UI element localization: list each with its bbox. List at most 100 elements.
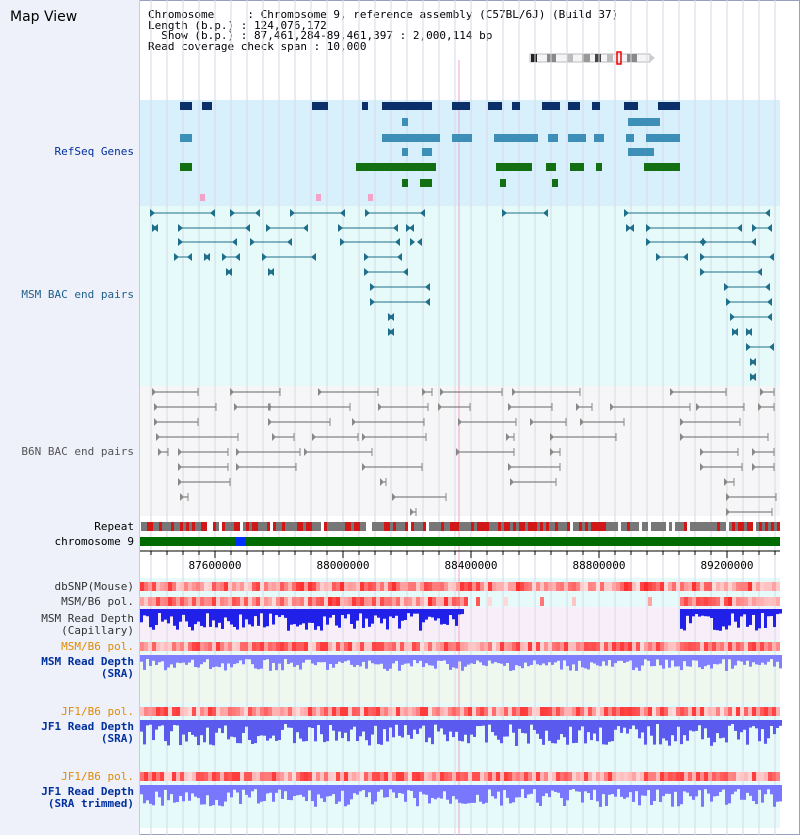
read-depth-bar [563, 785, 566, 807]
polymorphism-cell [372, 582, 376, 591]
track-label-jf1-depth[interactable]: JF1 Read Depth (SRA) [41, 721, 134, 745]
polymorphism-cell [676, 772, 680, 781]
polymorphism-cell [520, 707, 524, 716]
read-depth-bar [422, 720, 425, 726]
polymorphism-cell [376, 582, 380, 591]
bac-end-marker [696, 403, 700, 411]
read-depth-bar [602, 655, 605, 662]
polymorphism-cell [276, 642, 280, 651]
polymorphism-cell [564, 582, 568, 591]
chromosome-bar[interactable] [140, 537, 780, 558]
repeat-block [450, 522, 453, 531]
polymorphism-cell [228, 772, 232, 781]
track-label-msm-pol[interactable]: MSM/B6 pol. [61, 595, 134, 608]
b6n-bac-track[interactable] [152, 388, 777, 516]
read-depth-tracks[interactable] [140, 609, 782, 807]
read-depth-bar [329, 609, 332, 618]
track-label-chromosome[interactable]: chromosome 9 [54, 535, 134, 548]
read-depth-bar [308, 720, 311, 728]
polymorphism-cell [440, 707, 444, 716]
polymorphism-cell [712, 597, 716, 606]
read-depth-bar [737, 720, 740, 740]
repeat-block [402, 522, 405, 531]
polymorphism-cell [528, 772, 532, 781]
read-depth-bar [512, 785, 515, 803]
polymorphism-cell [580, 642, 584, 651]
read-depth-bar [368, 785, 371, 793]
read-depth-bar [164, 785, 167, 790]
polymorphism-cell [160, 597, 164, 606]
read-depth-bar [545, 720, 548, 731]
track-label-repeat[interactable]: Repeat [94, 520, 134, 533]
read-depth-bar [734, 785, 737, 792]
polymorphism-cell [320, 582, 324, 591]
polymorphism-cell [308, 582, 312, 591]
repeat-block [294, 522, 297, 531]
polymorphism-cell [692, 707, 696, 716]
polymorphism-cell [188, 707, 192, 716]
read-depth-bar [281, 609, 284, 616]
polymorphism-cell [184, 642, 188, 651]
track-label-msm-depth-cap[interactable]: MSM Read Depth (Capillary) [41, 613, 134, 637]
read-depth-bar [188, 655, 191, 663]
polymorphism-cell [544, 582, 548, 591]
polymorphism-cell [584, 642, 588, 651]
refseq-track[interactable] [180, 102, 680, 201]
read-depth-bar [530, 655, 533, 665]
read-depth-bar [290, 609, 293, 625]
polymorphism-cell [196, 642, 200, 651]
track-label-refseq[interactable]: RefSeq Genes [54, 145, 134, 158]
repeat-track[interactable] [141, 522, 780, 531]
polymorphism-cell [368, 582, 372, 591]
track-label-dbsnp[interactable]: dbSNP(Mouse) [54, 580, 134, 593]
read-depth-bar [605, 785, 608, 807]
polymorphism-cell [292, 642, 296, 651]
bac-end-marker [624, 209, 629, 217]
polymorphism-cell [656, 707, 660, 716]
polymorphism-cell [468, 707, 472, 716]
gene-feature [512, 102, 520, 110]
bac-end-marker [724, 283, 729, 291]
read-depth-bar [626, 785, 629, 798]
chromosome-ideogram[interactable] [527, 51, 657, 65]
track-label-msm-bac[interactable]: MSM BAC end pairs [21, 288, 134, 301]
bac-end-marker [746, 343, 751, 351]
polymorphism-cell [412, 642, 416, 651]
polymorphism-cell [336, 707, 340, 716]
polymorphism-cell [428, 582, 432, 591]
read-depth-bar [683, 720, 686, 736]
track-label-jf1-pol2[interactable]: JF1/B6 pol. [61, 770, 134, 783]
polymorphism-cell [296, 642, 300, 651]
repeat-block [750, 522, 753, 531]
track-label-msm-depth-sra[interactable]: MSM Read Depth (SRA) [41, 656, 134, 680]
polymorphism-cell [676, 582, 680, 591]
track-label-msm-pol2[interactable]: MSM/B6 pol. [61, 640, 134, 653]
bac-end-marker [440, 388, 444, 396]
track-label-jf1-trim[interactable]: JF1 Read Depth (SRA trimmed) [41, 786, 134, 810]
track-label-jf1-pol[interactable]: JF1/B6 pol. [61, 705, 134, 718]
read-depth-bar [485, 720, 488, 743]
msm-bac-track[interactable] [150, 209, 774, 381]
polymorphism-heatmaps[interactable] [140, 582, 780, 781]
polymorphism-cell [164, 597, 168, 606]
repeat-block [237, 522, 240, 531]
read-depth-bar [362, 720, 365, 732]
read-depth-bar [656, 785, 659, 790]
read-depth-bar [458, 609, 461, 615]
read-depth-bar [770, 785, 773, 795]
repeat-block [714, 522, 717, 531]
genome-plot[interactable]: 87600000 88000000 88400000 88800000 8920… [140, 0, 782, 835]
read-depth-bar [197, 785, 200, 799]
track-label-jf1-depth-line2: (SRA) [100, 732, 134, 745]
read-depth-bar [242, 785, 245, 790]
read-depth-bar [191, 785, 194, 794]
read-depth-bar [326, 655, 329, 670]
polymorphism-cell [740, 597, 744, 606]
polymorphism-cell [472, 772, 476, 781]
repeat-block [717, 522, 720, 531]
polymorphism-cell [180, 582, 184, 591]
polymorphism-cell [748, 642, 752, 651]
read-depth-bar [428, 609, 431, 617]
track-label-b6n-bac[interactable]: B6N BAC end pairs [21, 445, 134, 458]
bac-end-marker [303, 224, 308, 232]
